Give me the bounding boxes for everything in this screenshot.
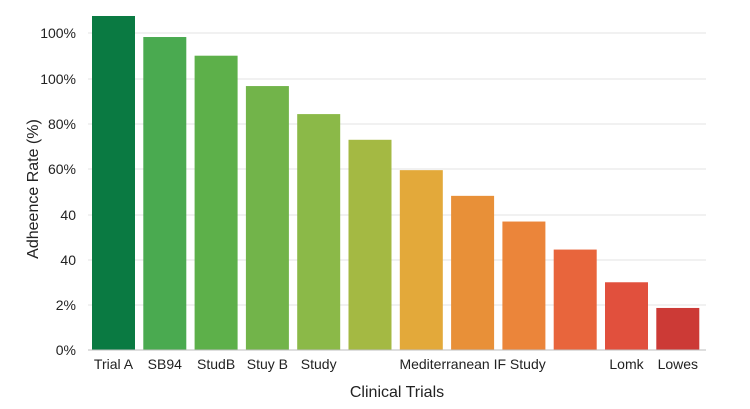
- x-tick-label: Mediterranean IF Study: [399, 356, 545, 372]
- y-tick-label: 0%: [56, 342, 76, 358]
- x-tick-label: Study: [301, 356, 337, 372]
- y-tick-label: 40: [60, 252, 76, 268]
- bar: [245, 86, 289, 351]
- bar: [502, 221, 546, 350]
- y-tick-label: 100%: [40, 25, 76, 41]
- x-tick-label: SB94: [148, 356, 182, 372]
- bar: [553, 249, 597, 350]
- x-tick-label: Lomk: [609, 356, 644, 372]
- bar: [143, 37, 187, 351]
- y-tick-label: 60%: [48, 161, 76, 177]
- y-tick-label: 40: [60, 207, 76, 223]
- bar: [348, 139, 392, 350]
- bar: [297, 114, 341, 350]
- bars: [92, 15, 700, 351]
- x-tick-labels: Trial A SB94 StudB Stuy B Study Mediterranean…: [94, 356, 698, 372]
- y-tick-labels: 0% 2% 40 40 60% 80% 100% 100%: [40, 25, 76, 358]
- x-tick-label: Lowes: [658, 356, 698, 372]
- bar: [194, 55, 238, 350]
- bar: [451, 195, 495, 350]
- x-axis-title: Clinical Trials: [350, 384, 444, 401]
- y-axis-title: Adheence Rate (%): [25, 119, 42, 259]
- bar: [399, 170, 443, 350]
- x-tick-label: Trial A: [94, 356, 134, 372]
- bar: [92, 15, 135, 350]
- x-tick-label: StudB: [197, 356, 235, 372]
- y-tick-label: 100%: [40, 71, 76, 87]
- bar: [605, 282, 648, 350]
- x-tick-label: Stuy B: [247, 356, 288, 372]
- gridlines: [88, 32, 706, 306]
- y-tick-label: 80%: [48, 116, 76, 132]
- bar: [656, 307, 700, 350]
- y-tick-label: 2%: [56, 297, 76, 313]
